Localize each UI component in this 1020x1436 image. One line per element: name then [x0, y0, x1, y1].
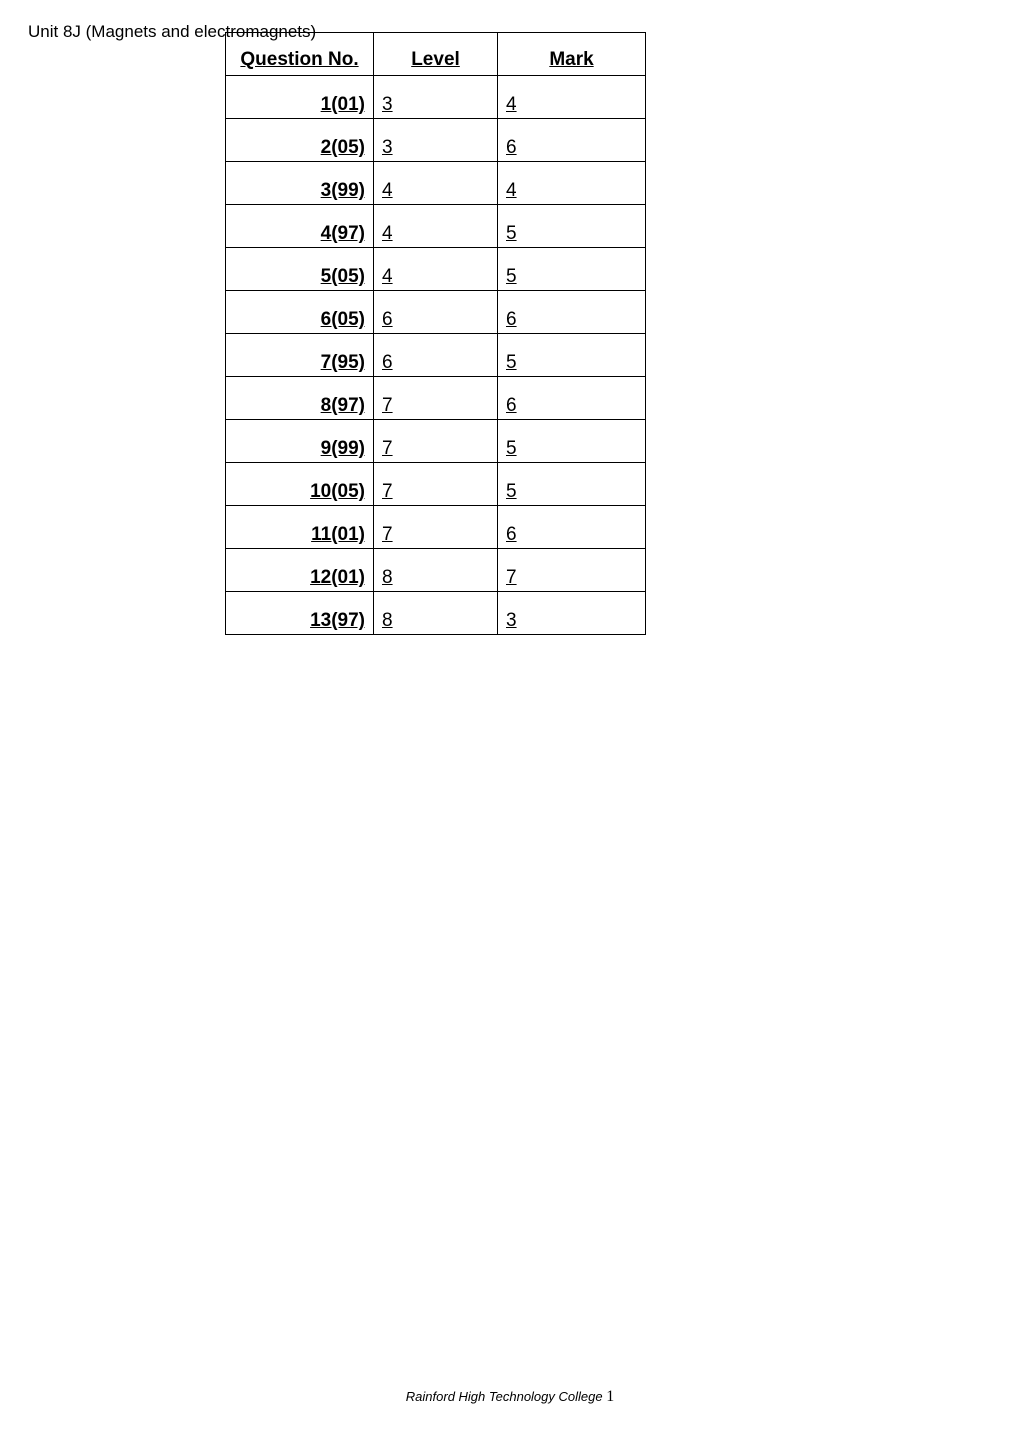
cell-question: 9(99): [226, 420, 374, 463]
table-row: 2(05) 3 6: [226, 119, 646, 162]
col-header-level: Level: [374, 33, 498, 76]
cell-mark: 5: [498, 463, 646, 506]
cell-level: 3: [374, 119, 498, 162]
table-row: 3(99) 4 4: [226, 162, 646, 205]
cell-level: 3: [374, 76, 498, 119]
cell-mark: 4: [498, 76, 646, 119]
cell-level: 4: [374, 205, 498, 248]
page-footer: Rainford High Technology College 1: [0, 1388, 1020, 1406]
cell-question: 3(99): [226, 162, 374, 205]
cell-level: 8: [374, 549, 498, 592]
cell-mark: 4: [498, 162, 646, 205]
cell-mark: 3: [498, 592, 646, 635]
cell-mark: 6: [498, 291, 646, 334]
footer-page-number: 1: [606, 1388, 614, 1405]
cell-level: 7: [374, 377, 498, 420]
cell-level: 4: [374, 248, 498, 291]
table-row: 8(97) 7 6: [226, 377, 646, 420]
table-row: 10(05) 7 5: [226, 463, 646, 506]
cell-question: 12(01): [226, 549, 374, 592]
table-row: 9(99) 7 5: [226, 420, 646, 463]
cell-question: 11(01): [226, 506, 374, 549]
cell-question: 1(01): [226, 76, 374, 119]
table-header-row: Question No. Level Mark: [226, 33, 646, 76]
cell-question: 8(97): [226, 377, 374, 420]
cell-question: 4(97): [226, 205, 374, 248]
table-row: 1(01) 3 4: [226, 76, 646, 119]
table-row: 12(01) 8 7: [226, 549, 646, 592]
cell-mark: 6: [498, 506, 646, 549]
cell-level: 7: [374, 420, 498, 463]
cell-question: 2(05): [226, 119, 374, 162]
cell-mark: 6: [498, 377, 646, 420]
footer-college-name: Rainford High Technology College: [406, 1389, 603, 1404]
table-row: 5(05) 4 5: [226, 248, 646, 291]
cell-level: 6: [374, 334, 498, 377]
cell-question: 6(05): [226, 291, 374, 334]
table-row: 13(97) 8 3: [226, 592, 646, 635]
cell-question: 7(95): [226, 334, 374, 377]
cell-mark: 5: [498, 420, 646, 463]
cell-question: 10(05): [226, 463, 374, 506]
data-table: Question No. Level Mark 1(01) 3 4 2(05) …: [225, 32, 646, 635]
table-row: 7(95) 6 5: [226, 334, 646, 377]
cell-level: 4: [374, 162, 498, 205]
cell-level: 6: [374, 291, 498, 334]
cell-level: 8: [374, 592, 498, 635]
cell-level: 7: [374, 463, 498, 506]
cell-question: 13(97): [226, 592, 374, 635]
cell-mark: 7: [498, 549, 646, 592]
data-table-wrap: Question No. Level Mark 1(01) 3 4 2(05) …: [225, 32, 646, 635]
cell-mark: 6: [498, 119, 646, 162]
cell-mark: 5: [498, 248, 646, 291]
col-header-mark: Mark: [498, 33, 646, 76]
cell-question: 5(05): [226, 248, 374, 291]
cell-mark: 5: [498, 205, 646, 248]
cell-level: 7: [374, 506, 498, 549]
table-row: 6(05) 6 6: [226, 291, 646, 334]
cell-mark: 5: [498, 334, 646, 377]
col-header-question: Question No.: [226, 33, 374, 76]
table-row: 4(97) 4 5: [226, 205, 646, 248]
table-row: 11(01) 7 6: [226, 506, 646, 549]
